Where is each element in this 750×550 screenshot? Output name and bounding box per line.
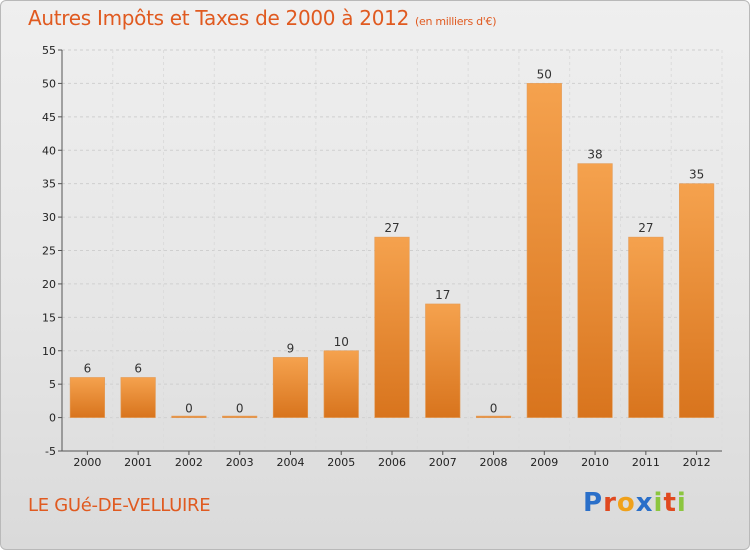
x-tick-label: 2010 — [581, 456, 609, 469]
x-tick-label: 2003 — [226, 456, 254, 469]
bar — [374, 236, 410, 418]
bar-value-label: 17 — [435, 288, 450, 302]
bar-value-label: 35 — [689, 168, 704, 182]
logo-letter: t — [663, 488, 677, 518]
y-tick-label: 30 — [42, 211, 56, 224]
x-tick-label: 2001 — [124, 456, 152, 469]
bar — [272, 357, 309, 418]
bar-value-label: 0 — [236, 402, 244, 416]
x-tick-label: 2006 — [378, 456, 406, 469]
logo-letter: x — [635, 488, 654, 518]
y-tick-label: 15 — [42, 311, 56, 324]
chart-title-unit: (en milliers d'€) — [415, 15, 497, 28]
bar — [628, 236, 664, 418]
value-labels: 6 6 0 0 9 10 27 17 0 50 38 27 35 — [84, 67, 705, 415]
bar-value-label: 38 — [587, 148, 602, 162]
bar-value-label: 9 — [287, 341, 295, 355]
x-tick-label: 2000 — [73, 456, 101, 469]
bar — [171, 415, 207, 418]
logo-letter: r — [603, 488, 617, 518]
x-tick-label: 2008 — [480, 456, 508, 469]
x-tick-label: 2011 — [632, 456, 660, 469]
bar-value-label: 0 — [490, 402, 498, 416]
axes: -5 0 5 10 15 20 25 30 35 40 45 50 55 2000 2001 2002 2003… — [42, 44, 722, 469]
chart-title-text: Autres Impôts et Taxes de 2000 à 2012 — [28, 6, 409, 30]
y-tick-label: 40 — [42, 144, 56, 157]
x-tick-label: 2005 — [327, 456, 355, 469]
bar — [425, 303, 461, 418]
bar-value-label: 27 — [638, 221, 653, 235]
bar-value-label: 6 — [134, 361, 142, 375]
y-tick-label: 50 — [42, 77, 56, 90]
y-tick-label: 5 — [49, 378, 56, 391]
x-tick-label: 2007 — [429, 456, 457, 469]
bar-value-label: 27 — [384, 221, 399, 235]
bars — [69, 83, 715, 418]
chart-title: Autres Impôts et Taxes de 2000 à 2012 (en… — [28, 6, 496, 30]
bar — [475, 415, 512, 418]
bar-value-label: 10 — [334, 335, 349, 349]
y-tick-label: 45 — [42, 111, 56, 124]
logo-letter: i — [676, 488, 687, 518]
y-tick-label: 0 — [49, 412, 56, 425]
bar — [526, 83, 562, 418]
municipality-name: LE GUé-DE-VELLUIRE — [28, 495, 211, 516]
y-tick-label: 55 — [42, 44, 56, 57]
bar-value-label: 0 — [185, 402, 193, 416]
x-tick-label: 2012 — [683, 456, 711, 469]
y-tick-label: 35 — [42, 178, 56, 191]
bar — [577, 163, 613, 418]
logo-letter: i — [653, 488, 664, 518]
bar — [69, 377, 105, 418]
y-tick-label: 10 — [42, 345, 56, 358]
bar-value-label: 50 — [537, 67, 552, 81]
bar-value-label: 6 — [84, 361, 92, 375]
bar — [323, 350, 359, 418]
y-tick-label: 20 — [42, 278, 56, 291]
x-tick-label: 2009 — [530, 456, 558, 469]
x-tick-label: 2002 — [175, 456, 203, 469]
y-tick-label: -5 — [45, 445, 56, 458]
bar — [222, 415, 258, 418]
bar — [120, 377, 156, 418]
x-tick-label: 2004 — [276, 456, 304, 469]
logo-letter: o — [616, 488, 636, 518]
proxiti-logo[interactable]: Proxiti — [583, 488, 687, 518]
bar — [679, 183, 715, 418]
y-tick-label: 25 — [42, 245, 56, 258]
logo-letter: P — [583, 488, 604, 518]
